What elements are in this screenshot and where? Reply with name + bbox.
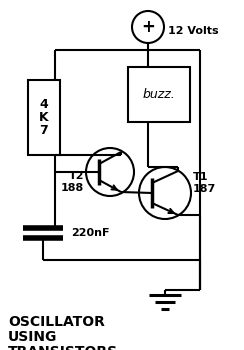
Bar [128, 67, 190, 122]
Text: 220nF: 220nF [71, 228, 110, 238]
Text: OSCILLATOR
USING
TRANSISTORS: OSCILLATOR USING TRANSISTORS [8, 315, 118, 350]
Text: T2
188: T2 188 [61, 171, 84, 193]
Text: 4
K
7: 4 K 7 [39, 98, 49, 137]
Bar [28, 80, 60, 155]
Text: 12 Volts: 12 Volts [168, 26, 219, 36]
Text: +: + [141, 18, 155, 36]
Text: buzz.: buzz. [143, 88, 175, 101]
Text: T1
187: T1 187 [193, 172, 216, 194]
